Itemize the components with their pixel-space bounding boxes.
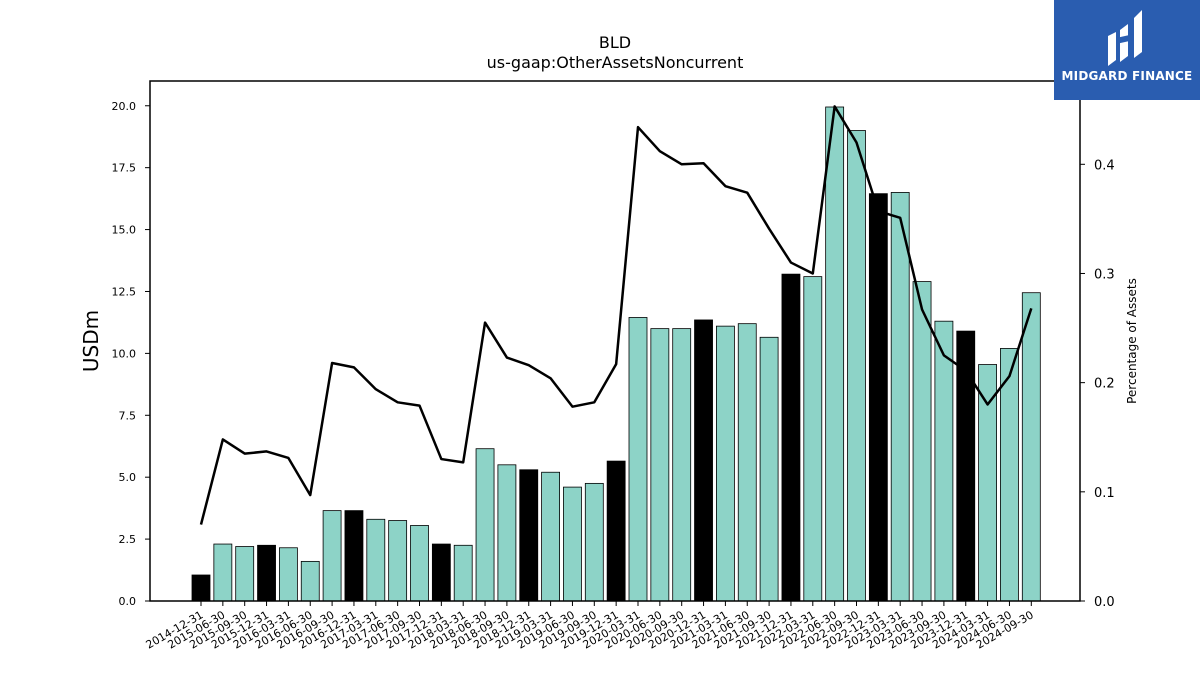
bar: [541, 471, 560, 602]
bar: [628, 317, 648, 602]
bar: [475, 448, 495, 602]
percentage-line: [199, 105, 1033, 525]
bar: [388, 520, 408, 602]
bar: [868, 193, 888, 602]
bar: [759, 336, 779, 602]
y-tick-label: 17.5: [112, 162, 137, 175]
y2-tick-label: 0.1: [1094, 486, 1115, 501]
bar: [322, 510, 342, 602]
bar: [825, 106, 845, 602]
bar: [978, 364, 997, 602]
bar: [912, 281, 932, 602]
bar: [1021, 292, 1041, 602]
bar: [694, 319, 713, 602]
right-y-axis: 0.0 0.1 0.2 0.3 0.4: [1080, 158, 1115, 610]
y2-tick-label: 0.4: [1094, 158, 1115, 173]
brand-logo: MIDGARD FINANCE: [1054, 0, 1200, 100]
bar: [431, 543, 451, 602]
bar: [606, 460, 626, 602]
plot-frame: [149, 80, 1081, 602]
bar: [300, 560, 320, 602]
midgard-logo-icon: [1108, 10, 1142, 66]
bar: [191, 574, 211, 602]
bar: [847, 130, 866, 602]
bar: [453, 544, 473, 602]
bar: [366, 518, 386, 602]
bar: [584, 482, 604, 602]
bar: [519, 469, 539, 602]
bar: [497, 464, 517, 602]
y-tick-label: 15.0: [112, 224, 137, 237]
line-series: [199, 105, 1033, 525]
bar: [235, 546, 255, 602]
chart-title: BLD: [599, 33, 631, 52]
bar: [737, 323, 757, 602]
y2-tick-label: 0.2: [1094, 377, 1115, 392]
y-tick-label: 0.0: [119, 595, 137, 608]
y-tick-label: 20.0: [112, 100, 137, 113]
y-tick-label: 12.5: [112, 285, 137, 298]
bar: [781, 273, 801, 602]
bar: [672, 328, 692, 602]
bar: [890, 192, 910, 602]
y-tick-label: 5.0: [119, 471, 137, 484]
bar: [934, 320, 954, 602]
bar: [650, 328, 670, 602]
left-y-axis: 0.0 2.5 5.0 7.5 10.0 12.5 15.0 17.5 20.0: [112, 100, 150, 608]
y2-axis-label: Percentage of Assets: [1125, 278, 1139, 404]
y-tick-label: 10.0: [112, 347, 137, 360]
bar: [716, 325, 735, 602]
bar: [213, 543, 233, 602]
bar: [563, 486, 582, 602]
bar: [410, 525, 429, 602]
y2-tick-label: 0.0: [1094, 595, 1115, 610]
y-tick-label: 2.5: [119, 533, 137, 546]
y-axis-label: USDm: [79, 310, 103, 372]
logo-text: MIDGARD FINANCE: [1061, 69, 1193, 83]
y2-tick-label: 0.3: [1094, 267, 1115, 282]
bar: [803, 276, 823, 602]
bar: [257, 544, 276, 602]
x-axis: 2014-12-312015-06-302015-09-302015-12-31…: [144, 601, 1036, 652]
y-tick-label: 7.5: [119, 409, 137, 422]
bar-series: [191, 106, 1041, 602]
bar: [344, 510, 364, 602]
bar: [278, 547, 298, 602]
chart-subtitle: us-gaap:OtherAssetsNoncurrent: [487, 53, 744, 72]
